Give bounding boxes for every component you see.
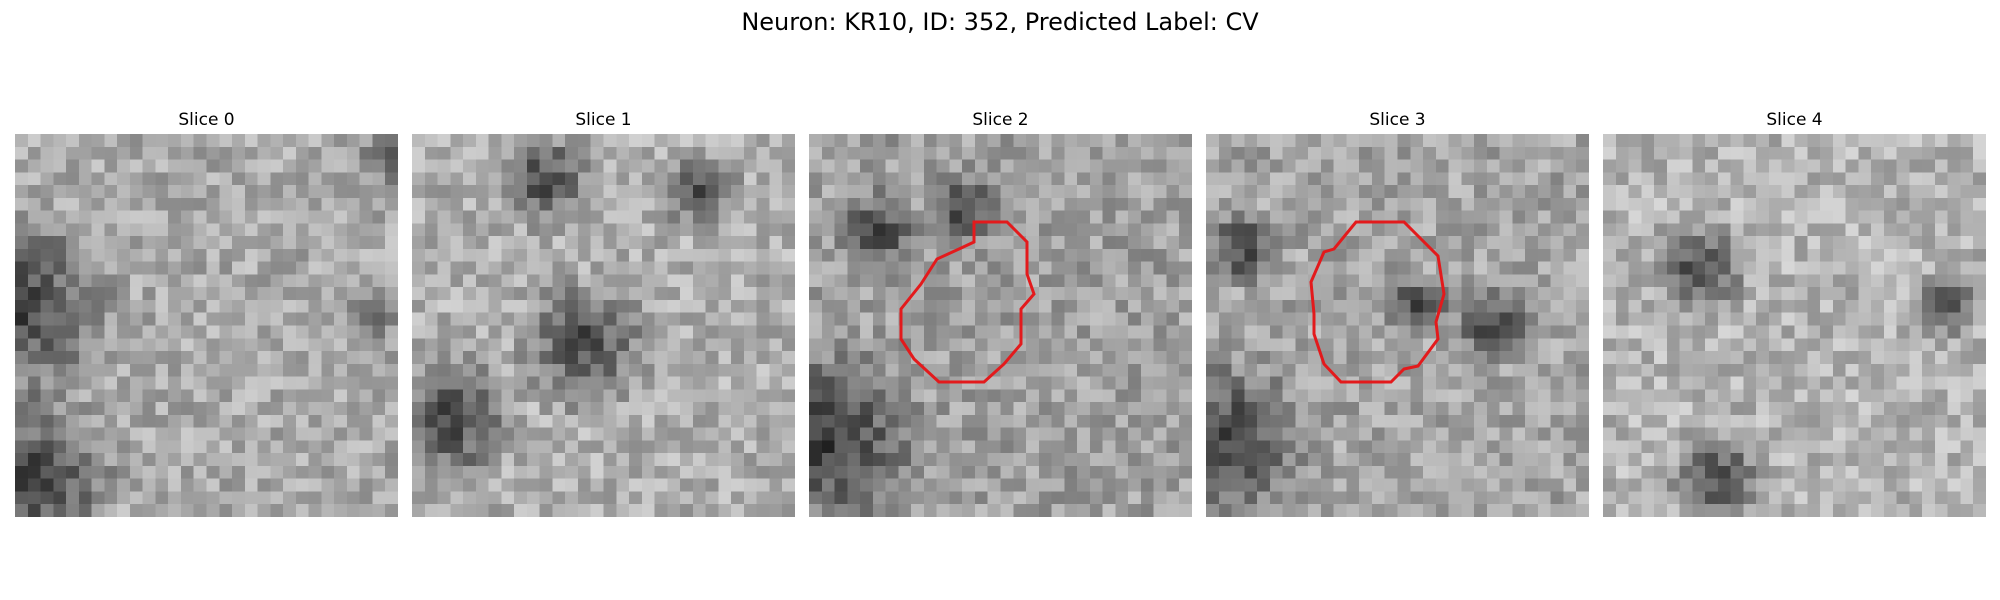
slice-title: Slice 3 bbox=[1369, 110, 1426, 130]
slice-panel-1: Slice 1 bbox=[412, 108, 795, 517]
slice-title: Slice 2 bbox=[972, 110, 1029, 130]
slice-panel-4: Slice 4 bbox=[1603, 108, 1986, 517]
slice-panel-0: Slice 0 bbox=[15, 108, 398, 517]
cell-contour-outline bbox=[899, 220, 1036, 384]
slice-title: Slice 4 bbox=[1766, 110, 1823, 130]
cell-contour-outline bbox=[1309, 220, 1446, 384]
figure-title: Neuron: KR10, ID: 352, Predicted Label: … bbox=[741, 8, 1259, 36]
slice-image bbox=[1206, 134, 1589, 517]
slice-image bbox=[15, 134, 398, 517]
cell-contour bbox=[1309, 220, 1446, 384]
slice-panel-3: Slice 3 bbox=[1206, 108, 1589, 517]
cell-contour bbox=[899, 220, 1036, 384]
slice-title: Slice 1 bbox=[575, 110, 632, 130]
slice-title: Slice 0 bbox=[178, 110, 235, 130]
slice-image bbox=[809, 134, 1192, 517]
slice-image bbox=[1603, 134, 1986, 517]
slice-image bbox=[412, 134, 795, 517]
slice-panel-2: Slice 2 bbox=[809, 108, 1192, 517]
